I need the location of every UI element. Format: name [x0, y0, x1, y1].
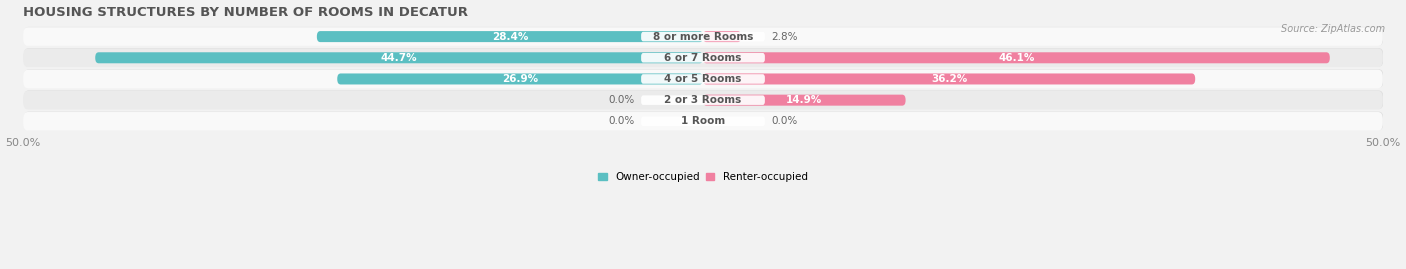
FancyBboxPatch shape [641, 32, 765, 41]
FancyBboxPatch shape [22, 27, 1384, 46]
FancyBboxPatch shape [703, 31, 741, 42]
FancyBboxPatch shape [316, 31, 703, 42]
FancyBboxPatch shape [22, 112, 1384, 131]
Text: 36.2%: 36.2% [931, 74, 967, 84]
FancyBboxPatch shape [641, 116, 765, 126]
FancyBboxPatch shape [24, 90, 1384, 109]
Text: 1 Room: 1 Room [681, 116, 725, 126]
Text: 28.4%: 28.4% [492, 31, 529, 42]
Text: 0.0%: 0.0% [609, 95, 636, 105]
Text: 26.9%: 26.9% [502, 74, 538, 84]
Text: 0.0%: 0.0% [609, 116, 636, 126]
Text: 2.8%: 2.8% [770, 31, 797, 42]
FancyBboxPatch shape [24, 48, 1384, 67]
FancyBboxPatch shape [703, 52, 1330, 63]
FancyBboxPatch shape [641, 74, 765, 84]
FancyBboxPatch shape [703, 73, 1195, 84]
FancyBboxPatch shape [24, 69, 1384, 88]
Text: 8 or more Rooms: 8 or more Rooms [652, 31, 754, 42]
Text: 44.7%: 44.7% [381, 53, 418, 63]
Text: HOUSING STRUCTURES BY NUMBER OF ROOMS IN DECATUR: HOUSING STRUCTURES BY NUMBER OF ROOMS IN… [22, 6, 468, 19]
FancyBboxPatch shape [22, 91, 1384, 109]
FancyBboxPatch shape [24, 112, 1384, 130]
FancyBboxPatch shape [96, 52, 703, 63]
FancyBboxPatch shape [337, 73, 703, 84]
Text: 4 or 5 Rooms: 4 or 5 Rooms [664, 74, 742, 84]
Text: 6 or 7 Rooms: 6 or 7 Rooms [664, 53, 742, 63]
Text: 0.0%: 0.0% [770, 116, 797, 126]
FancyBboxPatch shape [641, 53, 765, 63]
Text: Source: ZipAtlas.com: Source: ZipAtlas.com [1281, 24, 1385, 34]
Legend: Owner-occupied, Renter-occupied: Owner-occupied, Renter-occupied [595, 168, 811, 186]
FancyBboxPatch shape [703, 95, 905, 106]
FancyBboxPatch shape [22, 70, 1384, 88]
Text: 2 or 3 Rooms: 2 or 3 Rooms [665, 95, 741, 105]
FancyBboxPatch shape [24, 27, 1384, 45]
FancyBboxPatch shape [22, 48, 1384, 67]
Text: 14.9%: 14.9% [786, 95, 823, 105]
Text: 46.1%: 46.1% [998, 53, 1035, 63]
FancyBboxPatch shape [641, 95, 765, 105]
